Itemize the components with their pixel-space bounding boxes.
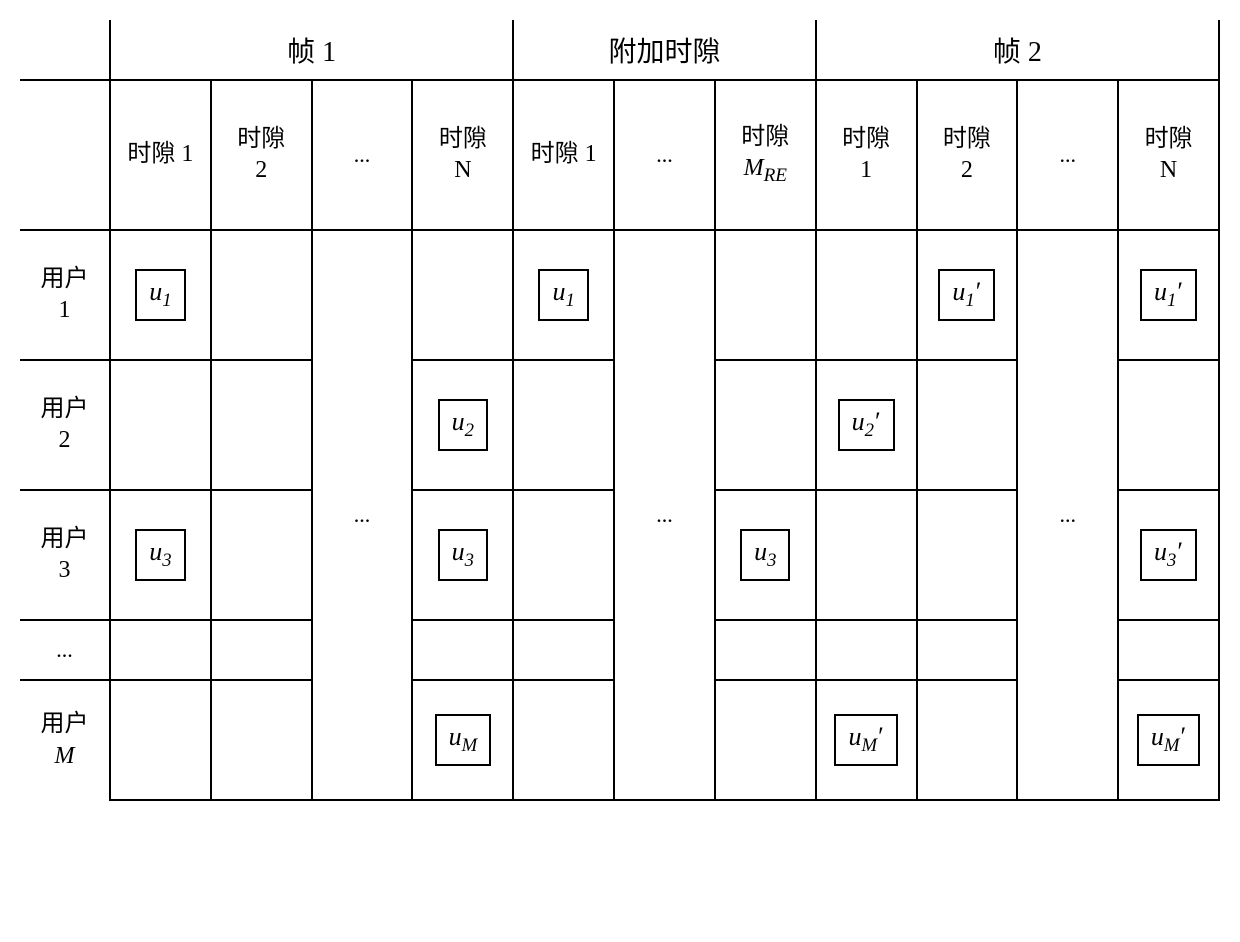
cell-r3c9 [917,490,1018,620]
blank-slot-corner [20,80,110,230]
cell-dots-c5 [513,620,614,680]
cell-dots-c8 [816,620,917,680]
cell-dots-c7 [715,620,816,680]
slot-header-add-MRE: 时隙MRE [715,80,816,230]
cell-r2c1 [110,360,211,490]
blank-corner [20,20,110,80]
cell-r3c5 [513,490,614,620]
cell-r2c4: u2 [412,360,513,490]
cell-rMc8: uM′ [816,680,917,800]
slot-header-f1-1: 时隙 1 [110,80,211,230]
cell-rMc4: uM [412,680,513,800]
cell-r3c2 [211,490,312,620]
slot-header-f2-N: 时隙N [1118,80,1219,230]
cell-dots-c1 [110,620,211,680]
slot-header-f2-1: 时隙1 [816,80,917,230]
cell-dots-c9 [917,620,1018,680]
row-label-user1: 用户1 [20,230,110,360]
col-f2-dots: ... [1017,230,1118,800]
slot-header-f2-dots: ... [1017,80,1118,230]
cell-r2c8: u2′ [816,360,917,490]
row-label-userM: 用户M [20,680,110,800]
cell-r1c1: u1 [110,230,211,360]
slot-header-f2-2: 时隙2 [917,80,1018,230]
cell-r1c4 [412,230,513,360]
cell-r3c1: u3 [110,490,211,620]
cell-dots-c11 [1118,620,1219,680]
cell-r2c2 [211,360,312,490]
slot-header-f1-dots: ... [312,80,413,230]
cell-r3c11: u3′ [1118,490,1219,620]
cell-r2c11 [1118,360,1219,490]
cell-rMc5 [513,680,614,800]
row-label-user2: 用户2 [20,360,110,490]
cell-rMc1 [110,680,211,800]
col-add-dots: ... [614,230,715,800]
cell-r3c4: u3 [412,490,513,620]
frame2-header: 帧 2 [816,20,1219,80]
cell-r1c5: u1 [513,230,614,360]
slot-header-f1-N: 时隙N [412,80,513,230]
cell-r1c2 [211,230,312,360]
cell-r1c11: u1′ [1118,230,1219,360]
additional-slot-header: 附加时隙 [513,20,815,80]
cell-rMc7 [715,680,816,800]
cell-r2c9 [917,360,1018,490]
cell-r3c7: u3 [715,490,816,620]
slot-header-add-1: 时隙 1 [513,80,614,230]
cell-r1c7 [715,230,816,360]
cell-dots-c4 [412,620,513,680]
slot-header-f1-2: 时隙2 [211,80,312,230]
cell-r1c8 [816,230,917,360]
frame-slot-table: 帧 1 附加时隙 帧 2 时隙 1 时隙2 ... 时隙N 时隙 1 ... 时… [20,20,1220,801]
cell-rMc11: uM′ [1118,680,1219,800]
cell-r2c7 [715,360,816,490]
cell-dots-c2 [211,620,312,680]
slot-header-add-dots: ... [614,80,715,230]
row-label-dots: ... [20,620,110,680]
cell-r3c8 [816,490,917,620]
cell-rMc2 [211,680,312,800]
frame1-header: 帧 1 [110,20,513,80]
cell-rMc9 [917,680,1018,800]
cell-r2c5 [513,360,614,490]
row-label-user3: 用户3 [20,490,110,620]
cell-r1c9: u1′ [917,230,1018,360]
col-f1-dots: ... [312,230,413,800]
